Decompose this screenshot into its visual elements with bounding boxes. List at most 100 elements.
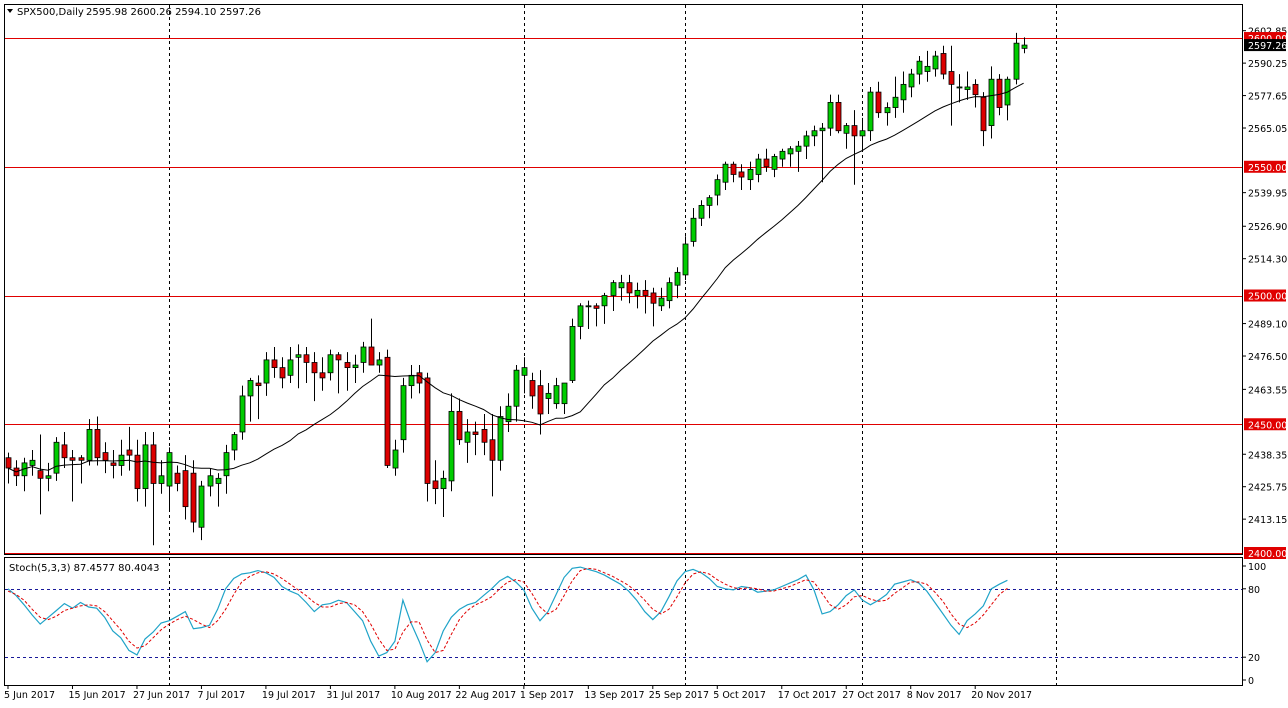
bear-candle-body bbox=[940, 53, 947, 75]
bear-candle-body bbox=[255, 382, 262, 387]
time-tick-label: 27 Oct 2017 bbox=[842, 690, 901, 701]
bull-candle-body bbox=[1013, 42, 1020, 80]
time-tick-label: 17 Oct 2017 bbox=[778, 690, 837, 701]
candle bbox=[352, 354, 359, 384]
candle bbox=[867, 86, 874, 142]
bull-candle-body bbox=[400, 385, 407, 441]
bull-candle-body bbox=[682, 243, 689, 276]
candle bbox=[69, 450, 76, 502]
candle bbox=[311, 352, 318, 402]
bull-candle-body bbox=[360, 346, 367, 363]
candle bbox=[875, 81, 882, 118]
price-tick-label: 2590.25 bbox=[1248, 59, 1287, 70]
bear-candle-body bbox=[150, 444, 157, 484]
candle bbox=[900, 71, 907, 113]
candle bbox=[537, 370, 544, 435]
candle bbox=[892, 76, 899, 118]
candle bbox=[819, 122, 826, 183]
candle bbox=[319, 357, 326, 391]
price-tick-label: 2577.65 bbox=[1248, 92, 1287, 103]
level-price-label: 2400.00 bbox=[1248, 549, 1287, 560]
bull-candle-body bbox=[166, 452, 173, 487]
candle bbox=[45, 462, 52, 492]
bull-candle-body bbox=[843, 125, 850, 134]
dropdown-triangle-icon[interactable] bbox=[7, 9, 13, 13]
bull-candle-body bbox=[618, 282, 625, 289]
candle bbox=[658, 287, 665, 311]
bull-candle-body bbox=[892, 96, 899, 108]
candle bbox=[988, 66, 995, 139]
bear-candle-body bbox=[335, 354, 342, 361]
bull-candle-body bbox=[658, 297, 665, 307]
candle bbox=[835, 94, 842, 134]
bull-candle-body bbox=[601, 295, 608, 307]
candle bbox=[698, 200, 705, 226]
candle bbox=[263, 352, 270, 396]
candle bbox=[924, 50, 931, 82]
bull-candle-body bbox=[327, 354, 334, 374]
candle bbox=[690, 207, 697, 247]
candle bbox=[803, 130, 810, 160]
bear-candle-body bbox=[456, 410, 463, 441]
bull-candle-body bbox=[497, 416, 504, 461]
bull-candle-body bbox=[392, 449, 399, 469]
bull-candle-body bbox=[408, 374, 415, 387]
stoch-pane[interactable] bbox=[4, 557, 1243, 686]
bull-candle-body bbox=[45, 475, 52, 479]
candle bbox=[142, 431, 149, 507]
bull-candle-body bbox=[964, 86, 971, 90]
price-pane[interactable] bbox=[4, 4, 1243, 555]
candle bbox=[215, 473, 222, 507]
price-axis: 2602.852590.252577.652565.052539.952526.… bbox=[1242, 27, 1287, 560]
time-tick-label: 19 Jul 2017 bbox=[262, 690, 316, 701]
candle bbox=[505, 393, 512, 432]
bear-candle-body bbox=[5, 457, 12, 469]
bull-candle-body bbox=[755, 158, 762, 175]
bear-candle-body bbox=[851, 125, 858, 137]
bear-candle-body bbox=[94, 429, 101, 459]
time-tick-label: 31 Jul 2017 bbox=[326, 690, 380, 701]
bull-candle-body bbox=[142, 444, 149, 490]
candle bbox=[247, 377, 254, 422]
candle bbox=[682, 236, 689, 281]
candle bbox=[271, 347, 278, 378]
bull-candle-body bbox=[86, 429, 93, 461]
price-tick-label: 2514.30 bbox=[1248, 255, 1287, 266]
symbol-label: SPX500,Daily bbox=[17, 7, 84, 18]
bull-candle-body bbox=[795, 145, 802, 152]
candle bbox=[456, 398, 463, 445]
bull-candle-body bbox=[827, 101, 834, 129]
candle bbox=[980, 92, 987, 147]
bull-candle-body bbox=[988, 78, 995, 126]
bull-candle-body bbox=[448, 410, 455, 482]
time-tick-label: 13 Sep 2017 bbox=[584, 690, 644, 701]
candle bbox=[424, 372, 431, 502]
bull-candle-body bbox=[900, 83, 907, 101]
stochastic-oscillator bbox=[5, 566, 1242, 663]
level-price-label: 2550.00 bbox=[1248, 163, 1287, 174]
candle bbox=[295, 344, 302, 389]
bear-candle-body bbox=[279, 367, 286, 379]
candle bbox=[521, 357, 528, 394]
candle bbox=[634, 282, 641, 309]
bull-candle-body bbox=[666, 282, 673, 302]
candle bbox=[198, 480, 205, 541]
bear-candle-body bbox=[368, 346, 375, 366]
bull-candle-body bbox=[916, 60, 923, 75]
price-tick-label: 2539.95 bbox=[1248, 189, 1287, 200]
candle bbox=[666, 277, 673, 309]
candle bbox=[940, 45, 947, 80]
bull-candle-body bbox=[505, 405, 512, 423]
candle bbox=[327, 349, 334, 381]
candle bbox=[190, 460, 197, 533]
candle bbox=[150, 431, 157, 546]
candle bbox=[513, 365, 520, 422]
price-tick-label: 2526.90 bbox=[1248, 222, 1287, 233]
bull-candle-body bbox=[513, 369, 520, 407]
candle bbox=[255, 375, 262, 420]
bull-candle-body bbox=[53, 441, 60, 474]
bull-candle-body bbox=[924, 65, 931, 72]
bear-candle-body bbox=[489, 439, 496, 461]
bull-candle-body bbox=[706, 197, 713, 206]
